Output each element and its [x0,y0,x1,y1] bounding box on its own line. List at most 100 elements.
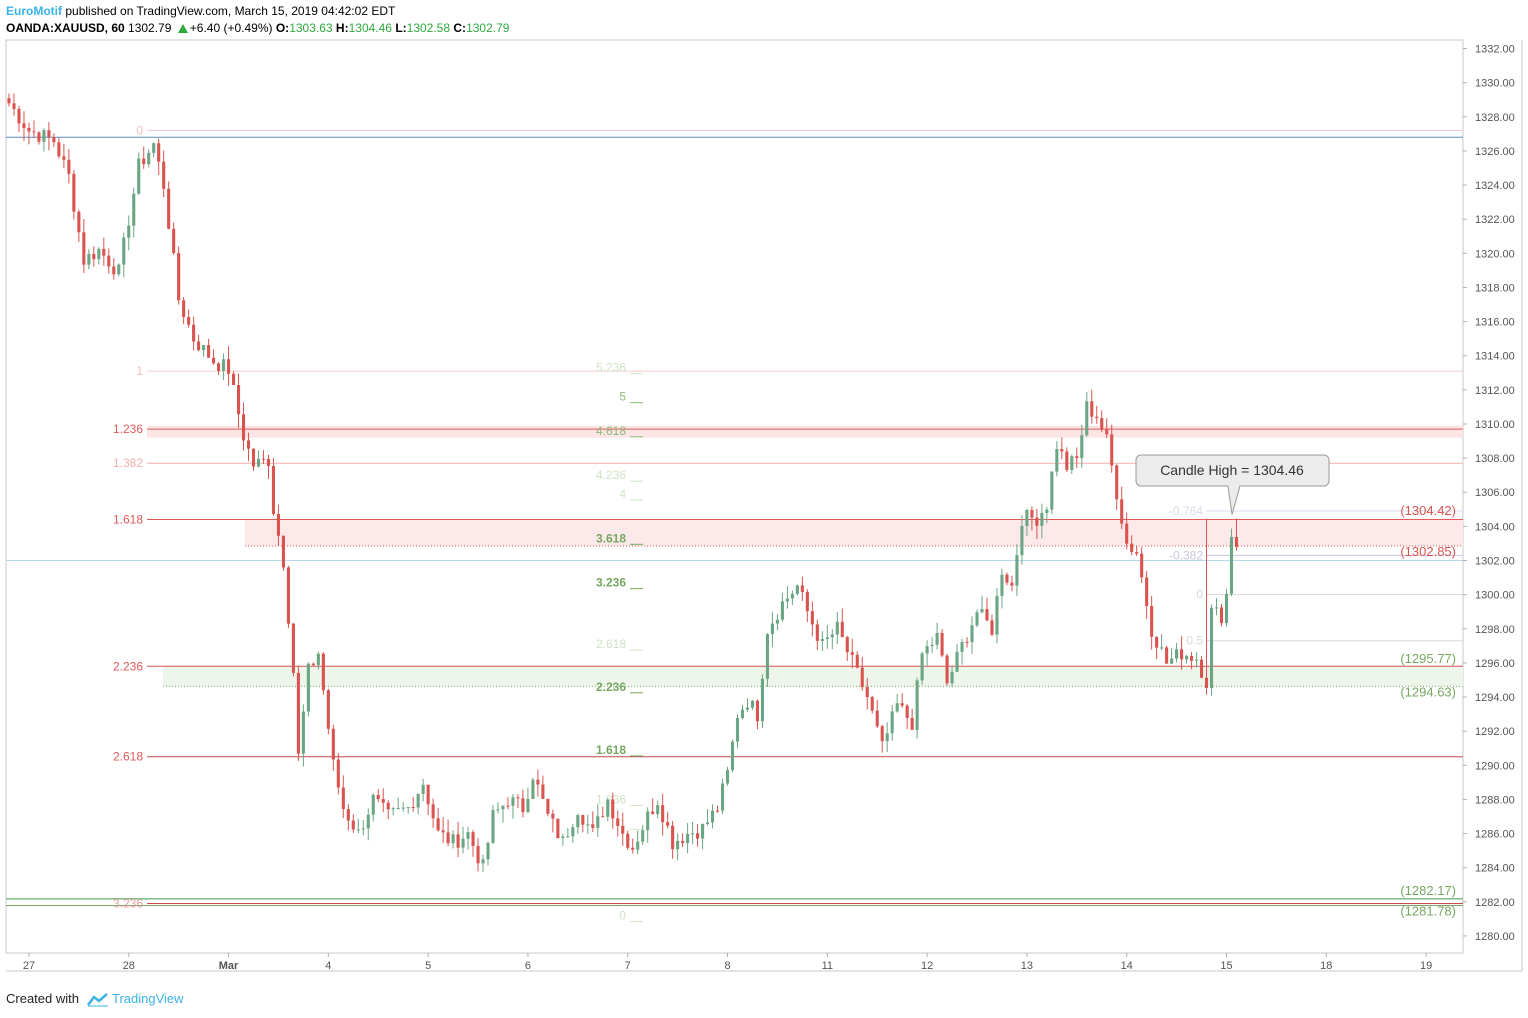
candle [376,789,380,803]
candle [117,263,121,277]
candle-body [641,830,645,842]
candle [361,820,365,836]
candle [1025,508,1029,536]
candle-body [296,672,300,754]
candle-body [765,634,769,679]
price-tick-label: 1304.00 [1475,521,1515,533]
candle [730,739,735,773]
candle-body [366,814,370,829]
candle-body [82,232,86,265]
symbol-label[interactable]: OANDA:XAUUSD, 60 [6,21,125,35]
candle-body [935,633,939,645]
candle [1120,486,1124,530]
candle [860,656,864,691]
candle-body [197,341,201,351]
candle [940,629,944,658]
candle-body [521,798,525,812]
candle [740,705,745,720]
time-tick-label: 14 [1121,960,1133,972]
candle [1130,535,1134,556]
candle-body [162,161,166,189]
candle [1005,572,1009,586]
candle [1155,636,1159,660]
candle-body [1080,435,1084,459]
tooltip-callout [1135,454,1330,515]
candle [306,662,310,717]
candle-body [486,842,490,860]
candle [915,677,919,739]
candle-body [646,811,650,831]
candle [621,812,625,846]
candle-body [1229,536,1234,594]
candle-body [631,847,635,850]
candle-body [356,829,360,831]
candle-body [930,644,934,647]
candle [845,635,849,661]
candle [82,219,86,273]
fib-extension-label: 4.236 [596,468,626,482]
fib-retrace-label: 0 [1196,588,1203,602]
candle [1195,652,1199,668]
tradingview-brand[interactable]: TradingView [112,991,184,1006]
candle [1020,515,1024,565]
candle [1015,544,1019,597]
fib-extension-label: 0 [619,908,626,922]
candle-body [1095,416,1099,419]
candle [1065,447,1069,473]
candle [870,695,874,714]
candle [1035,508,1039,539]
fib-retrace-label: -0.382 [1169,548,1203,562]
candle-body [172,228,176,253]
candle-body [626,833,630,848]
price-annotation: (1295.77) [1400,651,1456,666]
candle [446,819,450,847]
candle [281,535,285,571]
price-tick-label: 1312.00 [1475,385,1515,397]
author-link[interactable]: EuroMotif [6,4,62,18]
price-tick-label: 1300.00 [1475,590,1515,602]
candle [815,619,819,650]
candle [276,504,280,546]
candle [356,818,360,833]
candle [271,457,276,516]
candle [935,622,939,650]
candle [850,638,854,669]
candle [586,814,590,835]
candle-body [47,130,51,138]
candle-body [840,621,844,638]
candle-body [755,700,760,722]
candle [765,633,769,688]
candle-body [805,591,809,612]
price-tick-label: 1282.00 [1475,897,1515,909]
candle-body [696,833,700,839]
candle-body [266,458,271,467]
candle-body [481,859,485,864]
candle [1080,424,1084,469]
candle-body [885,733,889,742]
candle [875,699,879,729]
candle-body [291,623,295,673]
candle-body [137,158,141,194]
candle-body [1140,553,1144,578]
candle-body [511,797,515,806]
candle-body [1015,555,1019,586]
candle-body [431,804,435,819]
candle-body [461,838,465,848]
candle [676,833,680,861]
candle [591,811,595,833]
candle [970,616,974,655]
candle [466,826,470,850]
candle [785,586,789,609]
low-value: 1302.58 [406,21,451,35]
candle-body [1150,606,1154,637]
fib-zone [245,519,1463,546]
candle [691,821,695,845]
candle-body [17,108,21,124]
created-with-text: Created with [6,991,79,1006]
candle [1125,512,1129,550]
candle [581,814,585,833]
candle [1000,568,1004,609]
candle [960,638,964,665]
candle-body [860,667,864,688]
